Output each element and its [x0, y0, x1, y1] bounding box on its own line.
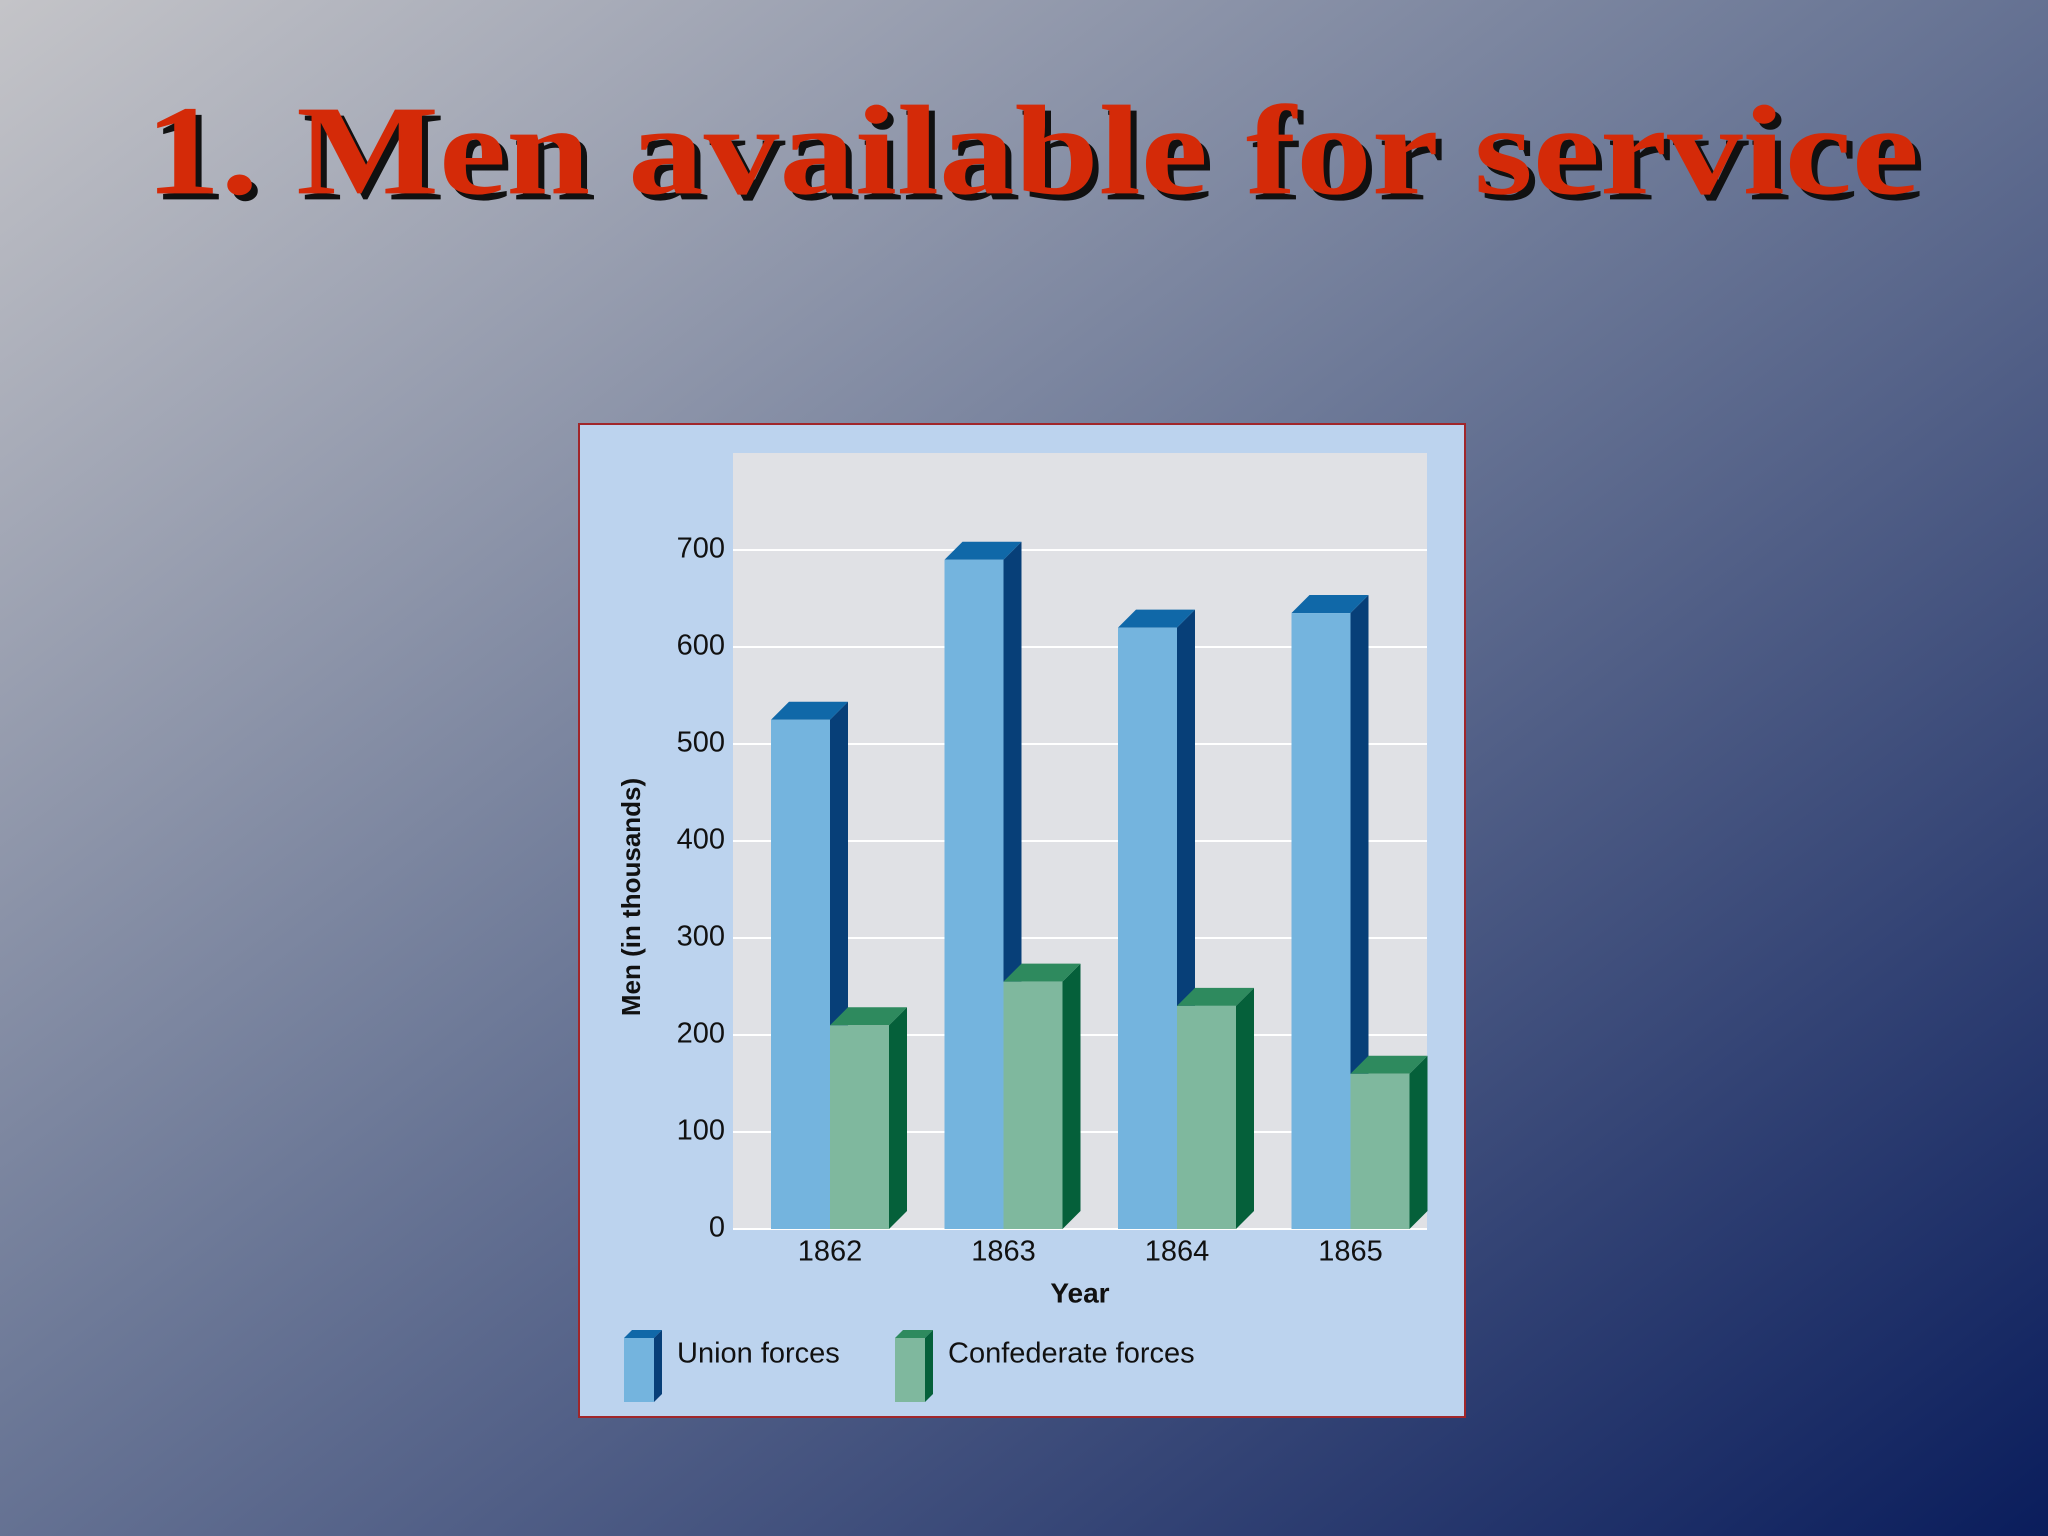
legend-label: Confederate forces	[948, 1338, 1195, 1370]
legend-swatch	[895, 1338, 925, 1402]
y-tick-label: 700	[677, 533, 725, 565]
bar-top	[1291, 595, 1369, 614]
legend-swatch-top	[895, 1330, 933, 1338]
x-tick-label: 1864	[1145, 1236, 1210, 1268]
legend-swatch	[624, 1338, 654, 1402]
bars: 1862 1863 1864 1865	[771, 541, 1428, 1268]
bar-top	[1118, 609, 1195, 628]
legend-swatch-side	[654, 1330, 662, 1402]
x-tick-label: 1862	[798, 1236, 863, 1268]
y-tick-label: 400	[677, 824, 725, 856]
legend: Union forces Confederate forces	[624, 1330, 1195, 1402]
y-tick-label: 500	[677, 727, 725, 759]
y-axis-label: Men (in thousands)	[616, 778, 646, 1016]
bar-top	[1350, 1055, 1428, 1074]
bar	[830, 1025, 889, 1229]
x-tick-label: 1863	[971, 1236, 1036, 1268]
bar-top	[1003, 963, 1081, 982]
bar	[944, 559, 1004, 1229]
legend-label: Union forces	[677, 1338, 840, 1370]
legend-swatch-top	[624, 1330, 662, 1338]
bar	[1177, 1005, 1236, 1229]
bar-top	[944, 541, 1022, 560]
x-tick-label: 1865	[1318, 1236, 1383, 1268]
y-tick-label: 300	[677, 921, 725, 953]
bar	[1291, 613, 1351, 1229]
bar	[1118, 627, 1177, 1229]
bar-top	[830, 1007, 907, 1026]
bar	[1350, 1073, 1410, 1229]
bar	[1003, 981, 1063, 1229]
x-axis-label: Year	[1050, 1277, 1109, 1308]
y-tick-label: 600	[677, 630, 725, 662]
y-tick-label: 100	[677, 1115, 725, 1147]
bar-side	[889, 1007, 907, 1229]
y-tick-label: 200	[677, 1018, 725, 1050]
bar-top	[1177, 987, 1254, 1006]
legend-swatch-side	[925, 1330, 933, 1402]
y-tick-label: 0	[709, 1212, 725, 1244]
bar-side	[1409, 1055, 1428, 1229]
bar-side	[1236, 987, 1254, 1229]
slide-title: 1. Men available for service	[145, 79, 1919, 221]
grid: 0 100 200 300 400 500 600 700	[677, 533, 1427, 1244]
bar-top	[771, 701, 848, 720]
slide-title-shadow: 1. Men available for service	[151, 85, 1925, 227]
bar	[771, 719, 830, 1229]
bar-side	[1062, 963, 1081, 1229]
